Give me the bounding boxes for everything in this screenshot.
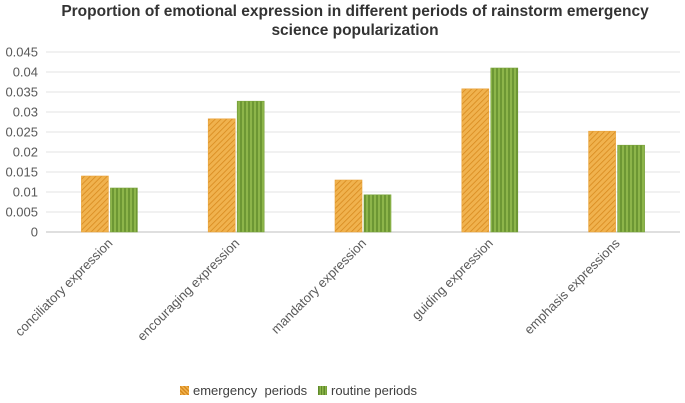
chart-title-line2: science popularization	[271, 22, 439, 39]
legend-swatch-routine	[318, 386, 327, 395]
x-tick-label: mandatory expression	[268, 236, 369, 337]
bar-emergency	[334, 179, 363, 233]
bar-emergency	[207, 118, 236, 233]
bar-emergency	[461, 88, 490, 233]
y-tick-label: 0.02	[13, 145, 38, 160]
y-tick-label: 0.035	[5, 85, 38, 100]
bar-routine	[363, 194, 392, 233]
y-tick-label: 0	[31, 225, 38, 240]
x-tick-label: conciliatory expression	[12, 236, 116, 340]
bar-emergency	[81, 175, 109, 233]
chart-title: Proportion of emotional expression in di…	[40, 2, 670, 40]
y-tick-label: 0.01	[13, 185, 38, 200]
legend-label-routine: routine periods	[331, 383, 417, 398]
bars	[81, 67, 645, 233]
y-tick-label: 0.005	[5, 205, 38, 220]
legend-item-routine: routine periods	[318, 383, 417, 398]
legend: emergency periods routine periods	[0, 383, 685, 401]
x-tick-label: encouraging expression	[134, 236, 242, 344]
chart-title-line1: Proportion of emotional expression in di…	[61, 3, 649, 20]
x-axis: conciliatory expression encouraging expre…	[12, 235, 623, 344]
legend-label-emergency: emergency periods	[193, 383, 308, 398]
bar-routine	[236, 100, 265, 233]
y-tick-label: 0.025	[5, 125, 38, 140]
bar-chart: 0 0.005 0.01 0.015 0.02 0.025 0.03 0.035 0.04 0.0…	[5, 45, 680, 344]
legend-item-emergency: emergency periods	[180, 383, 307, 398]
y-axis: 0 0.005 0.01 0.015 0.02 0.025 0.03 0.035 0.04 0.0…	[5, 45, 38, 240]
y-tick-label: 0.015	[5, 165, 38, 180]
y-tick-label: 0.03	[13, 105, 38, 120]
legend-swatch-emergency	[180, 386, 189, 395]
bar-routine	[617, 144, 645, 233]
x-tick-label: guiding expression	[409, 236, 496, 323]
y-tick-label: 0.045	[5, 45, 38, 60]
bar-routine	[110, 187, 138, 233]
bar-emergency	[588, 130, 616, 233]
bar-routine	[490, 67, 519, 233]
y-tick-label: 0.04	[13, 65, 38, 80]
grid	[46, 51, 680, 233]
x-tick-label: emphasis expressions	[521, 235, 623, 337]
